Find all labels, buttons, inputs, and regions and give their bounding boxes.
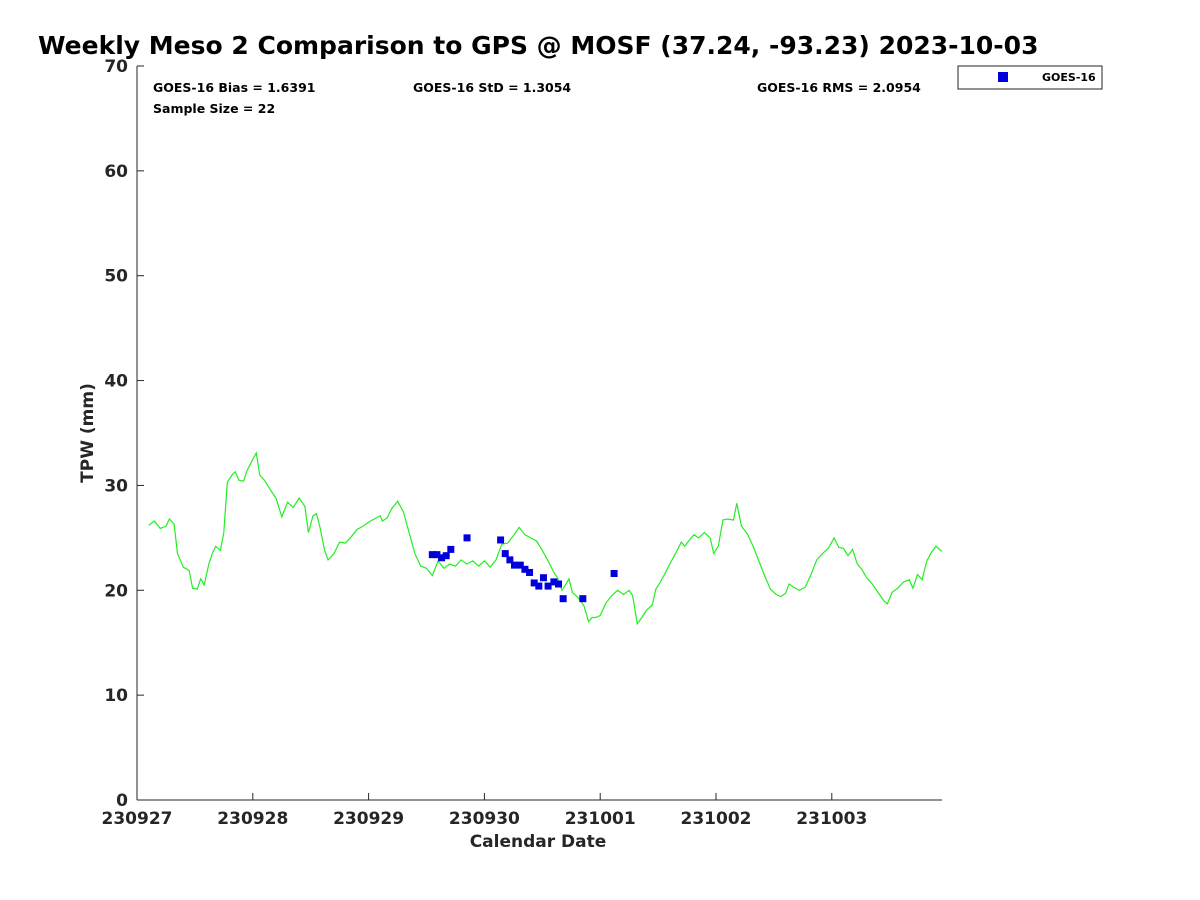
y-tick-label: 60 (104, 162, 128, 182)
legend-box (957, 65, 1103, 90)
legend: GOES-16 (957, 65, 1103, 90)
goes-16-point (516, 561, 524, 569)
goes-16-point (433, 551, 441, 559)
gps-series (148, 451, 943, 626)
goes-16-point (526, 568, 534, 576)
y-tick-label: 70 (104, 57, 128, 77)
y-tick-label: 0 (116, 791, 128, 811)
goes-16-point (559, 595, 567, 603)
goes-16-point (463, 534, 471, 542)
goes-16-point (555, 580, 563, 588)
goes-16-point (550, 578, 558, 586)
goes-16-point (428, 551, 436, 559)
y-tick-label: 40 (104, 372, 128, 392)
gps-line (148, 451, 943, 626)
goes-16-point (438, 554, 446, 562)
goes-16-point (535, 582, 543, 590)
goes-16-point (544, 582, 552, 590)
y-axis-ticks: 0 10 20 30 40 50 60 70 (104, 57, 144, 811)
goes-16-point (497, 536, 505, 544)
y-tick-label: 50 (104, 267, 128, 287)
goes-16-point (610, 570, 618, 578)
y-axis-label: TPW (mm) (78, 383, 98, 483)
x-axis-label: Calendar Date (470, 832, 607, 852)
goes-16-point (539, 574, 547, 582)
plot-area (136, 66, 943, 801)
stat-std: GOES-16 StD = 1.3054 (413, 80, 571, 95)
x-tick-label: 230928 (217, 809, 288, 829)
x-tick-label: 231003 (796, 809, 867, 829)
goes-16-point (511, 561, 519, 569)
y-tick-label: 10 (104, 686, 128, 706)
legend-label-goes-16: GOES-16 (1042, 71, 1096, 84)
y-tick-label: 20 (104, 581, 128, 601)
x-tick-label: 230927 (102, 809, 173, 829)
goes-16-point (579, 595, 587, 603)
goes-16-point (501, 550, 509, 558)
goes-16-point (521, 565, 529, 573)
goes-16-series (428, 534, 618, 603)
goes-16-point (442, 552, 450, 560)
x-axis-ticks: 230927 230928 230929 230930 231001 231002 2310… (102, 793, 867, 829)
y-tick-label: 30 (104, 476, 128, 496)
x-tick-label: 230930 (449, 809, 520, 829)
goes-16-point (530, 579, 538, 587)
chart-title: Weekly Meso 2 Comparison to GPS @ MOSF (… (38, 31, 1038, 60)
x-tick-label: 230929 (333, 809, 404, 829)
legend-marker-goes-16 (998, 72, 1008, 82)
stat-sample-size: Sample Size = 22 (153, 101, 275, 116)
x-tick-label: 231002 (681, 809, 752, 829)
stat-bias: GOES-16 Bias = 1.6391 (153, 80, 315, 95)
goes-16-point (506, 556, 514, 564)
stat-rms: GOES-16 RMS = 2.0954 (757, 80, 921, 95)
goes-16-point (447, 545, 455, 553)
x-tick-label: 231001 (565, 809, 636, 829)
